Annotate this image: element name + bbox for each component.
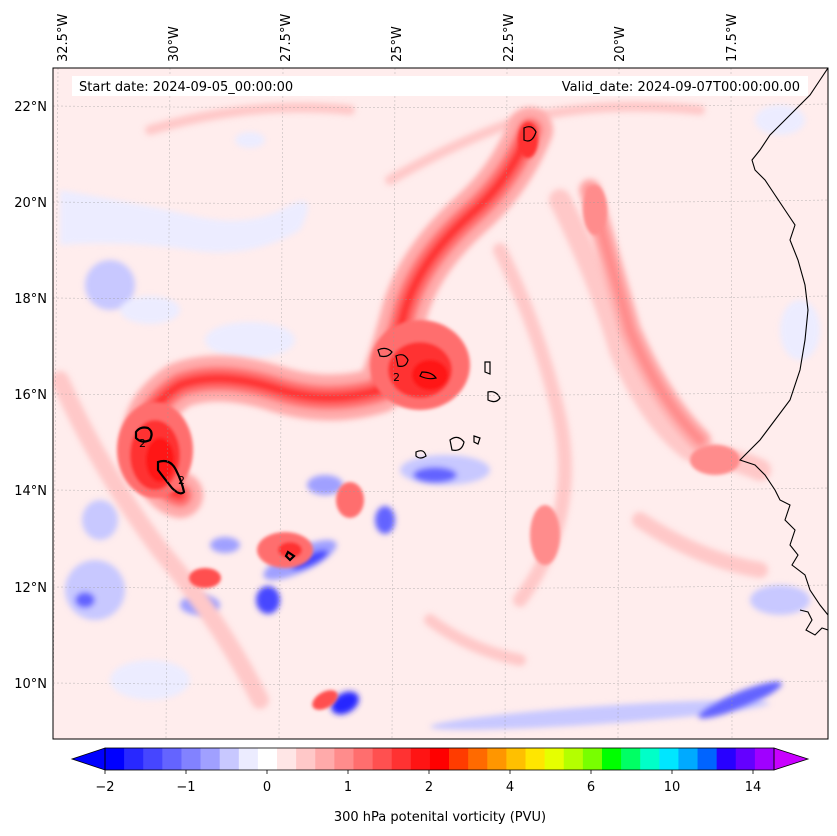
colorbar-cell bbox=[353, 748, 373, 770]
lon-label: 25°W bbox=[390, 26, 405, 62]
colorbar-cell bbox=[754, 748, 775, 770]
lat-label: 16°N bbox=[14, 388, 47, 403]
colorbar-cell bbox=[124, 748, 144, 770]
colorbar-cell bbox=[601, 748, 622, 770]
longitude-labels: 32.5°W 30°W 27.5°W 25°W 22.5°W 20°W 17.5… bbox=[56, 14, 740, 62]
colorbar: −2 −1 0 1 2 4 6 10 14 300 hPa potenital … bbox=[70, 747, 810, 825]
colorbar-cell bbox=[296, 748, 316, 770]
lat-label: 10°N bbox=[14, 677, 47, 692]
colorbar-cell bbox=[487, 748, 507, 770]
lon-label: 22.5°W bbox=[502, 14, 517, 62]
lat-label: 18°N bbox=[14, 292, 47, 307]
colorbar-ticks: −2 −1 0 1 2 4 6 10 14 bbox=[95, 780, 761, 795]
colorbar-tick-label: 1 bbox=[344, 780, 352, 795]
colorbar-cell bbox=[544, 748, 565, 770]
colorbar-cell bbox=[410, 748, 431, 770]
colorbar-cell bbox=[640, 748, 660, 770]
lon-label: 32.5°W bbox=[56, 14, 71, 62]
colorbar-cell bbox=[563, 748, 584, 770]
colorbar-cell bbox=[449, 748, 469, 770]
colorbar-cell bbox=[372, 748, 393, 770]
valid-date-label: Valid_date: 2024-09-07T00:00:00.00 bbox=[562, 80, 800, 95]
lon-label: 30°W bbox=[167, 26, 182, 62]
colorbar-tick-label: 6 bbox=[587, 780, 595, 795]
colorbar-tick-label: 0 bbox=[263, 780, 271, 795]
lon-label: 20°W bbox=[613, 26, 628, 62]
colorbar-cell bbox=[735, 748, 756, 770]
colorbar-cell bbox=[200, 748, 221, 770]
colorbar-cell bbox=[678, 748, 698, 770]
colorbar-label: 300 hPa potenital vorticity (PVU) bbox=[334, 810, 546, 825]
colorbar-cell bbox=[162, 748, 182, 770]
colorbar-cell bbox=[105, 748, 125, 770]
colorbar-cell bbox=[238, 748, 259, 770]
colorbar-cell bbox=[716, 748, 737, 770]
contour-label-2: 2 bbox=[178, 474, 185, 487]
graticule bbox=[53, 68, 828, 739]
colorbar-tick-label: 10 bbox=[664, 780, 681, 795]
map-panel: 2 2 2 bbox=[53, 68, 828, 739]
negative-pv-regions bbox=[60, 105, 820, 730]
colorbar-cell bbox=[143, 748, 163, 770]
pv-2-contours bbox=[134, 426, 296, 562]
contour-label-3: 2 bbox=[393, 371, 400, 384]
pv-2-contours-thin bbox=[377, 126, 537, 459]
map-frame bbox=[52, 67, 829, 740]
colorbar-cell bbox=[697, 748, 718, 770]
colorbar-cell bbox=[468, 748, 488, 770]
colorbar-cell bbox=[334, 748, 354, 770]
latitude-labels: 22°N 20°N 18°N 16°N 14°N 12°N 10°N bbox=[14, 100, 47, 692]
colorbar-cell bbox=[621, 748, 641, 770]
colorbar-cell bbox=[181, 748, 201, 770]
colorbar-cell bbox=[506, 748, 526, 770]
colorbar-cell bbox=[429, 748, 450, 770]
start-date-label: Start date: 2024-09-05_00:00:00 bbox=[79, 80, 293, 95]
contour-label-1: 2 bbox=[139, 437, 146, 450]
colorbar-tick-label: 14 bbox=[745, 780, 762, 795]
pv-cores bbox=[117, 122, 740, 710]
colorbar-frame bbox=[104, 747, 775, 771]
colorbar-tick-label: −1 bbox=[176, 780, 195, 795]
colorbar-cell bbox=[659, 748, 679, 770]
lat-label: 22°N bbox=[14, 100, 47, 115]
colorbar-cell bbox=[582, 748, 603, 770]
colorbar-tick-label: −2 bbox=[95, 780, 114, 795]
lat-label: 12°N bbox=[14, 581, 47, 596]
lon-label: 17.5°W bbox=[725, 14, 740, 62]
coastline-africa bbox=[738, 68, 828, 616]
colorbar-cell bbox=[257, 748, 278, 770]
colorbar-cells bbox=[105, 748, 775, 770]
colorbar-tick-marks bbox=[104, 770, 754, 774]
date-banner bbox=[72, 76, 808, 96]
colorbar-tick-label: 4 bbox=[506, 780, 514, 795]
colorbar-cell bbox=[391, 748, 412, 770]
colorbar-under-arrow bbox=[70, 747, 106, 771]
colorbar-cell bbox=[315, 748, 335, 770]
lat-label: 20°N bbox=[14, 196, 47, 211]
colorbar-cell bbox=[525, 748, 546, 770]
lon-label: 27.5°W bbox=[279, 14, 294, 62]
colorbar-cell bbox=[219, 748, 240, 770]
colorbar-cell bbox=[277, 748, 297, 770]
colorbar-tick-label: 2 bbox=[425, 780, 433, 795]
colorbar-over-arrow bbox=[773, 747, 810, 771]
lat-label: 14°N bbox=[14, 484, 47, 499]
coastline-guinea bbox=[799, 609, 828, 636]
